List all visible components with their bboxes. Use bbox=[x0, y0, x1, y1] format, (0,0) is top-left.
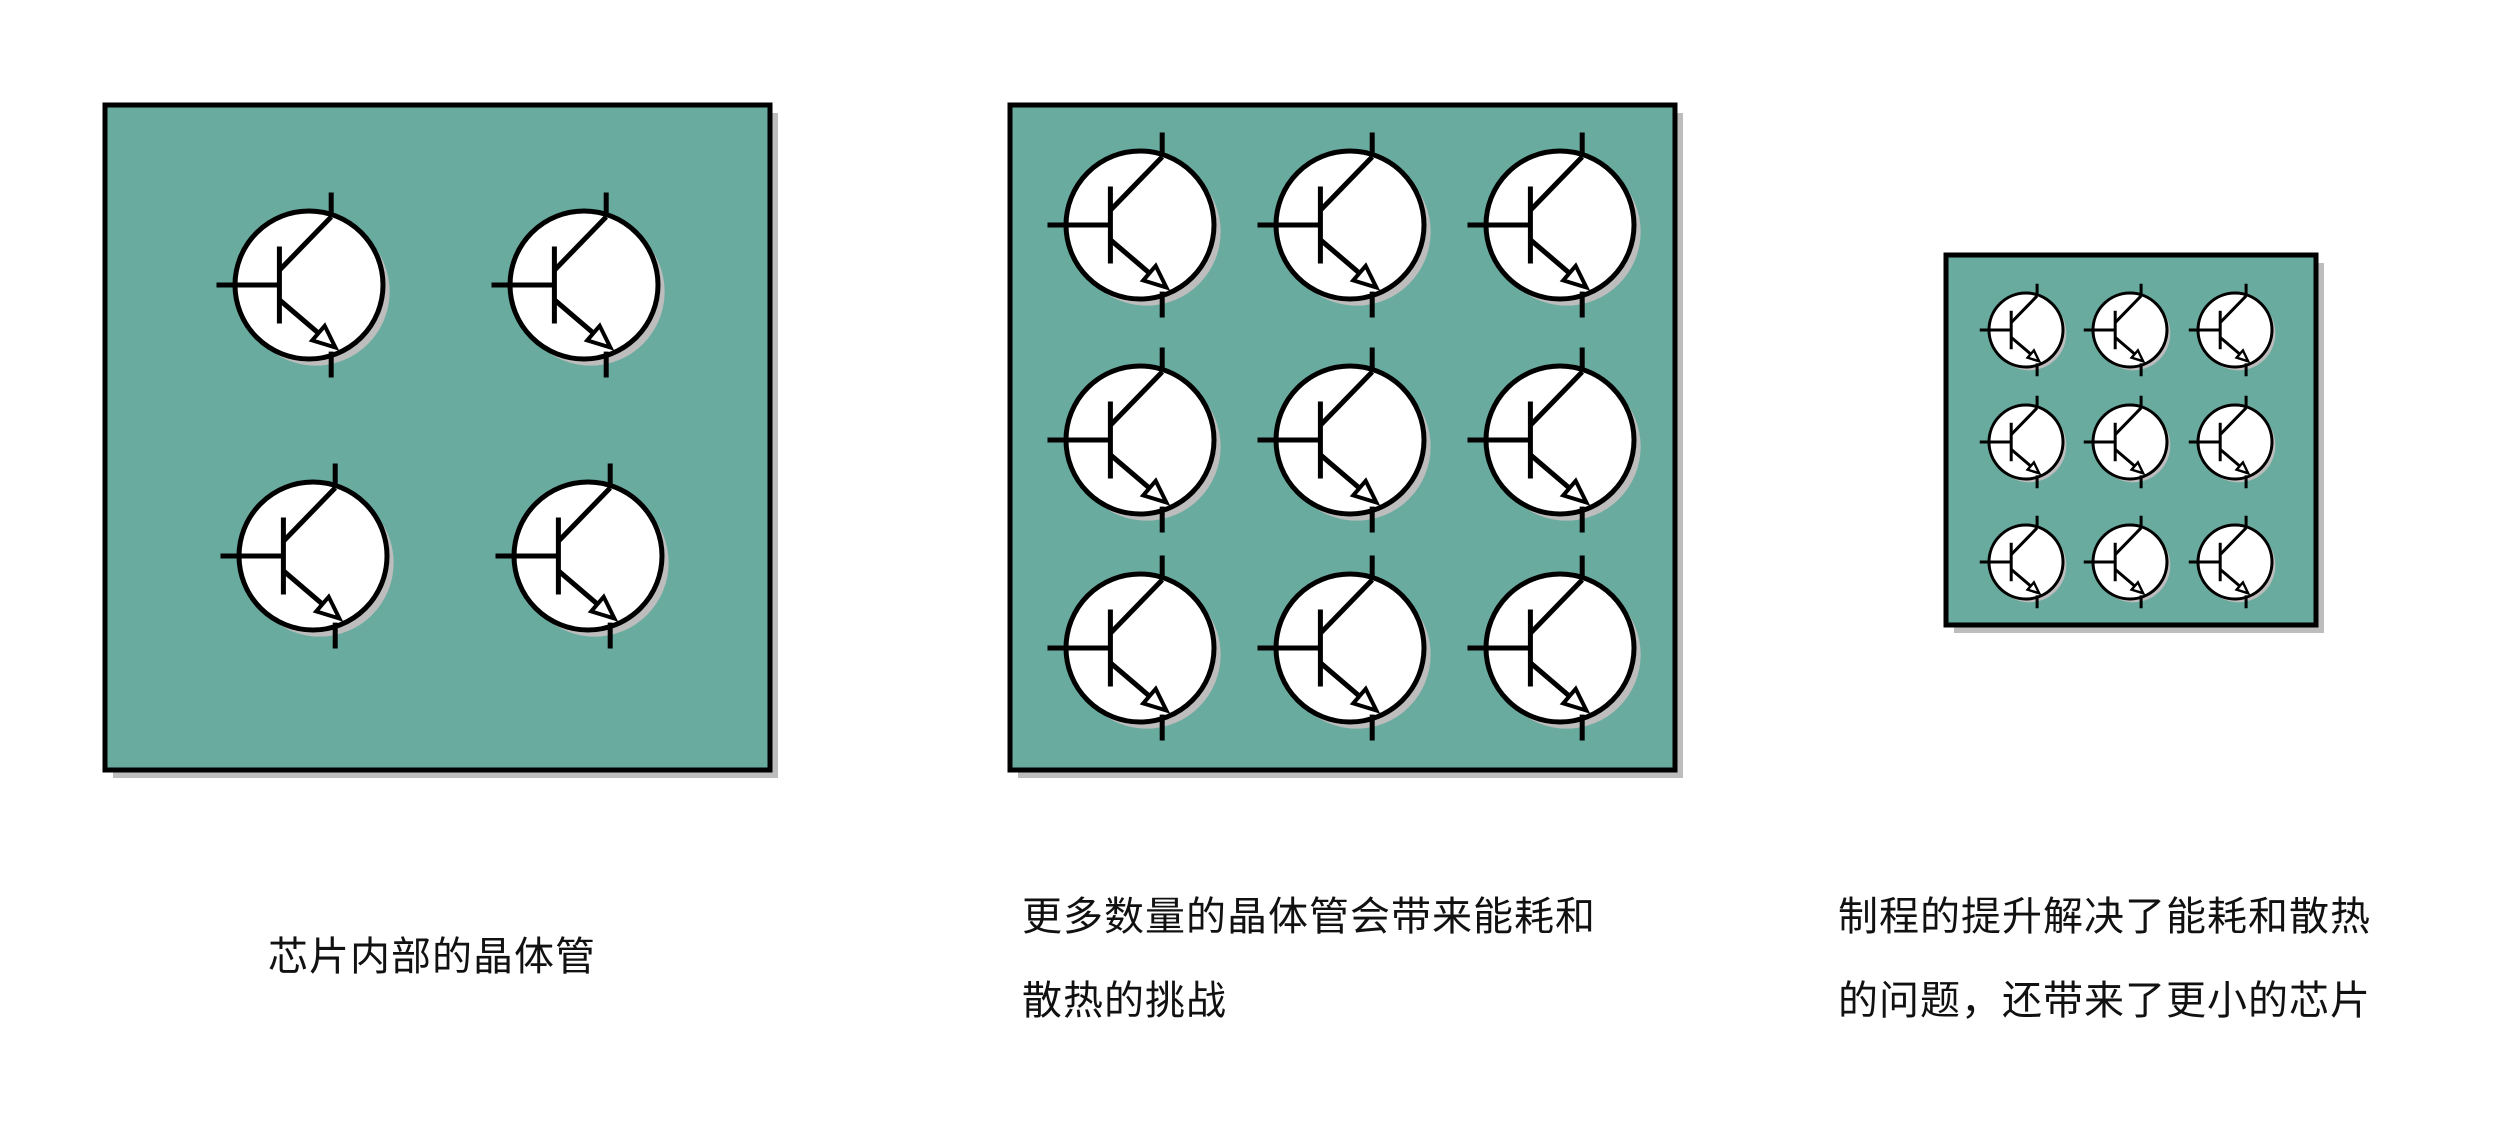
npn-transistor-icon bbox=[495, 463, 669, 649]
chip-die bbox=[102, 102, 773, 773]
collector-line bbox=[552, 215, 608, 272]
emitter-arrow bbox=[1349, 477, 1381, 506]
collector-line bbox=[2010, 294, 2039, 324]
emitter-arrow bbox=[2234, 348, 2251, 364]
npn-transistor-icon bbox=[1979, 283, 2067, 377]
collector-line bbox=[1318, 155, 1374, 212]
npn-transistor-icon bbox=[491, 192, 665, 378]
npn-transistor-icon bbox=[216, 192, 390, 378]
collector-line bbox=[2114, 294, 2143, 324]
npn-transistor-icon bbox=[2083, 283, 2171, 377]
npn-transistor-icon bbox=[1979, 395, 2067, 489]
npn-transistor-icon bbox=[1047, 132, 1221, 318]
caption-panel-3: 制程的提升解决了能耗和散热 的问题，还带来了更小的芯片 bbox=[1838, 875, 2371, 1043]
npn-transistor-icon bbox=[1467, 347, 1641, 533]
collector-line bbox=[277, 215, 333, 272]
caption-panel-1-line-1: 芯片内部的晶体管 bbox=[268, 934, 596, 980]
chip-panel-smaller-process bbox=[1943, 252, 2324, 633]
collector-line bbox=[2219, 294, 2248, 324]
collector-line bbox=[1108, 370, 1164, 427]
npn-transistor-icon bbox=[2083, 395, 2171, 489]
caption-panel-3-line-2: 的问题，还带来了更小的芯片 bbox=[1838, 978, 2371, 1024]
npn-transistor-icon bbox=[1979, 515, 2067, 609]
emitter-arrow bbox=[1349, 685, 1381, 714]
collector-line bbox=[2010, 526, 2039, 556]
npn-transistor-icon bbox=[1257, 132, 1431, 318]
collector-line bbox=[2219, 406, 2248, 436]
npn-transistor-icon bbox=[1047, 347, 1221, 533]
collector-line bbox=[556, 486, 612, 543]
emitter-arrow bbox=[2129, 460, 2146, 476]
npn-transistor-icon bbox=[2083, 515, 2171, 609]
emitter-arrow bbox=[1349, 262, 1381, 291]
collector-line bbox=[2219, 526, 2248, 556]
caption-panel-1: 芯片内部的晶体管 bbox=[268, 915, 596, 999]
npn-transistor-icon bbox=[1467, 132, 1641, 318]
emitter-arrow bbox=[2025, 348, 2042, 364]
emitter-arrow bbox=[583, 322, 615, 351]
collector-line bbox=[1528, 155, 1584, 212]
npn-transistor-icon bbox=[2188, 515, 2276, 609]
collector-line bbox=[1108, 155, 1164, 212]
emitter-arrow bbox=[2129, 580, 2146, 596]
chip-panel-more-transistors bbox=[1007, 102, 1683, 778]
emitter-arrow bbox=[1139, 477, 1171, 506]
collector-line bbox=[2114, 526, 2143, 556]
emitter-arrow bbox=[2129, 348, 2146, 364]
emitter-arrow bbox=[1139, 262, 1171, 291]
emitter-arrow bbox=[2025, 580, 2042, 596]
emitter-arrow bbox=[1559, 262, 1591, 291]
collector-line bbox=[1318, 370, 1374, 427]
emitter-arrow bbox=[1559, 477, 1591, 506]
caption-panel-2-line-1: 更多数量的晶体管会带来能耗和 bbox=[1022, 894, 1596, 940]
collector-line bbox=[1528, 370, 1584, 427]
collector-line bbox=[2010, 406, 2039, 436]
collector-line bbox=[1318, 578, 1374, 635]
npn-transistor-icon bbox=[1257, 555, 1431, 741]
npn-transistor-icon bbox=[2188, 283, 2276, 377]
emitter-arrow bbox=[2234, 580, 2251, 596]
emitter-arrow bbox=[1559, 685, 1591, 714]
npn-transistor-icon bbox=[1467, 555, 1641, 741]
emitter-arrow bbox=[587, 593, 619, 622]
emitter-arrow bbox=[1139, 685, 1171, 714]
emitter-arrow bbox=[312, 593, 344, 622]
caption-panel-3-line-1: 制程的提升解决了能耗和散热 bbox=[1838, 894, 2371, 940]
chip-panel-original bbox=[102, 102, 778, 778]
npn-transistor-icon bbox=[2188, 395, 2276, 489]
collector-line bbox=[1108, 578, 1164, 635]
caption-panel-2-line-2: 散热的挑战 bbox=[1022, 978, 1227, 1024]
npn-transistor-icon bbox=[1257, 347, 1431, 533]
caption-panel-2: 更多数量的晶体管会带来能耗和 散热的挑战 bbox=[1022, 875, 1596, 1043]
emitter-arrow bbox=[2025, 460, 2042, 476]
npn-transistor-icon bbox=[1047, 555, 1221, 741]
npn-transistor-icon bbox=[220, 463, 394, 649]
collector-line bbox=[2114, 406, 2143, 436]
emitter-arrow bbox=[308, 322, 340, 351]
collector-line bbox=[281, 486, 337, 543]
emitter-arrow bbox=[2234, 460, 2251, 476]
collector-line bbox=[1528, 578, 1584, 635]
